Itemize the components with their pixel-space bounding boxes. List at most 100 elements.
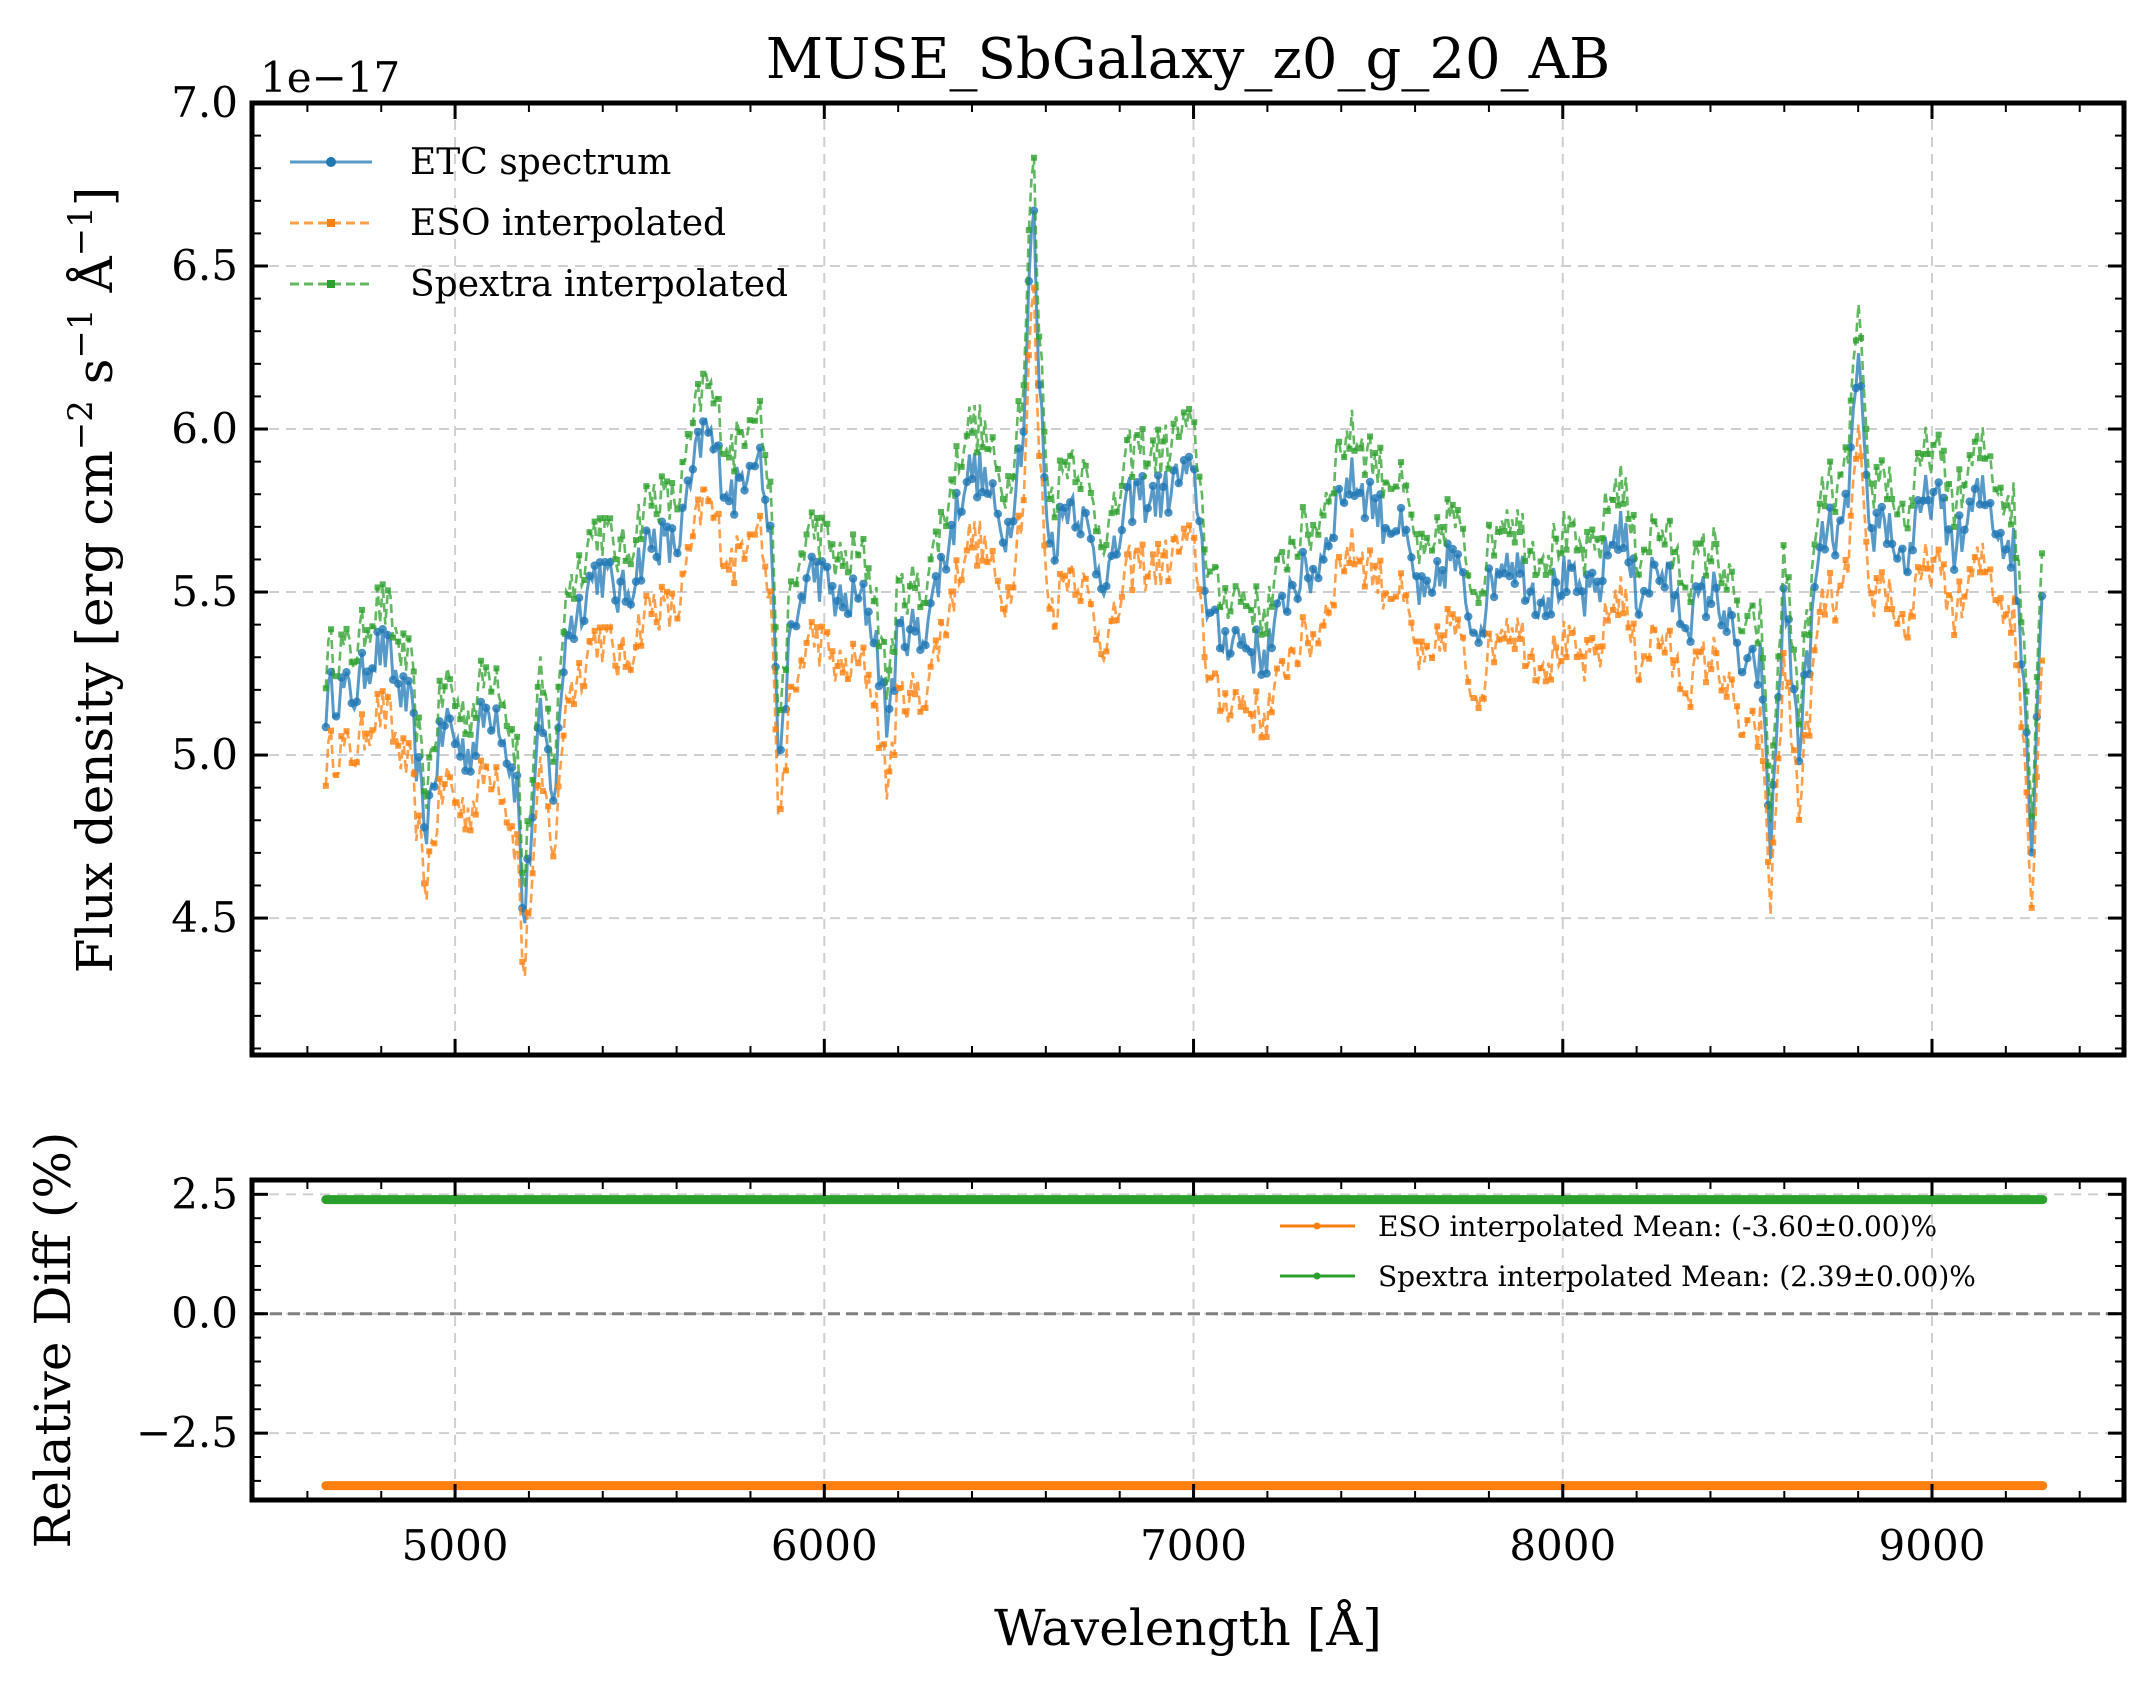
- flux-point: [591, 627, 598, 634]
- flux-point: [538, 728, 548, 738]
- flux-point: [636, 576, 646, 585]
- flux-point: [1315, 531, 1322, 538]
- flux-point: [1015, 512, 1022, 519]
- flux-point: [1666, 517, 1673, 524]
- flux-point: [695, 381, 702, 388]
- flux-point: [1589, 526, 1596, 533]
- flux-point: [669, 480, 676, 487]
- flux-point: [1930, 441, 1937, 448]
- flux-point: [591, 518, 598, 525]
- flux-point: [2039, 550, 2046, 557]
- flux-point: [1298, 547, 1308, 557]
- flux-point: [700, 486, 707, 493]
- flux-point: [2039, 657, 2046, 664]
- flux-point: [684, 544, 691, 551]
- flux-point: [343, 728, 350, 735]
- flux-point: [1651, 626, 1658, 633]
- flux-point: [1670, 591, 1680, 600]
- flux-point: [1485, 630, 1492, 637]
- flux-point: [364, 730, 371, 737]
- flux-point: [1588, 568, 1597, 578]
- flux-point: [1744, 717, 1751, 724]
- flux-point: [1324, 541, 1333, 551]
- flux-point: [1000, 495, 1007, 502]
- flux-point: [838, 603, 847, 612]
- flux-point: [1935, 546, 1942, 553]
- flux-point: [1303, 573, 1313, 583]
- flux-point: [2028, 904, 2035, 911]
- flux-point: [834, 663, 841, 670]
- flux-point: [1155, 426, 1162, 433]
- flux-point: [643, 483, 650, 490]
- flux-point: [829, 541, 836, 548]
- flux-point: [1992, 596, 1999, 603]
- flux-point: [695, 496, 702, 503]
- flux-point: [1398, 570, 1405, 577]
- flux-point: [1935, 431, 1942, 438]
- flux-point: [452, 799, 459, 806]
- flux-point: [1429, 547, 1436, 554]
- flux-ytick-label-0: 4.5: [171, 893, 238, 942]
- flux-point: [1784, 615, 1793, 624]
- flux-point: [688, 465, 698, 474]
- flux-point: [333, 673, 340, 680]
- flux-point: [1041, 542, 1048, 549]
- flux-point: [1531, 610, 1540, 620]
- flux-point: [483, 664, 490, 671]
- flux-legend-label-2: Spextra interpolated: [410, 264, 788, 305]
- flux-point: [348, 759, 355, 766]
- flux-point: [1677, 686, 1684, 693]
- flux-point: [1790, 747, 1797, 754]
- ylabel-sup-1: −2: [61, 400, 101, 450]
- flux-point: [1072, 591, 1079, 598]
- flux-point: [419, 823, 429, 832]
- flux-point: [374, 690, 381, 697]
- flux-point: [1713, 540, 1720, 547]
- flux-point: [1118, 593, 1125, 600]
- flux-point: [1811, 541, 1818, 548]
- flux-point: [1584, 636, 1591, 643]
- flux-point: [1098, 651, 1105, 658]
- flux-point: [605, 557, 615, 567]
- flux-point: [724, 496, 734, 506]
- flux-point: [1527, 653, 1534, 660]
- flux-point: [869, 639, 878, 648]
- flux-point: [565, 591, 572, 598]
- flux-point: [1355, 488, 1364, 498]
- flux-point: [545, 705, 552, 712]
- flux-point: [2028, 813, 2035, 820]
- diff-panel-ticks: 5000 6000 7000 8000 9000 −2.5 0.0 2.5: [136, 1169, 2124, 1570]
- flux-point: [1877, 502, 1886, 512]
- flux-point: [529, 776, 536, 783]
- flux-point: [1139, 426, 1146, 433]
- flux-point: [321, 722, 331, 732]
- flux-point: [1153, 471, 1163, 480]
- flux-point: [456, 752, 465, 761]
- flux-point: [357, 648, 367, 658]
- flux-point: [974, 562, 981, 569]
- flux-point: [715, 395, 722, 402]
- flux-point: [994, 577, 1001, 584]
- flux-point: [1687, 599, 1694, 606]
- flux-point: [1308, 564, 1318, 574]
- flux-point: [1925, 565, 1932, 572]
- flux-point: [539, 689, 546, 696]
- flux-point: [1796, 816, 1803, 823]
- flux-point: [839, 562, 846, 569]
- flux-point: [972, 493, 982, 502]
- flux-point: [829, 648, 836, 655]
- flux-point: [1077, 597, 1084, 604]
- flux-point: [1460, 634, 1467, 641]
- flux-point: [1718, 687, 1725, 694]
- flux-point: [906, 583, 913, 590]
- flux-point: [1655, 576, 1664, 586]
- flux-point: [1129, 587, 1136, 594]
- flux-point: [767, 588, 774, 595]
- flux-point: [1470, 589, 1477, 596]
- flux-point: [762, 563, 769, 570]
- flux-point: [1294, 553, 1301, 560]
- flux-point: [1009, 517, 1018, 526]
- flux-point: [2018, 724, 2025, 731]
- flux-point: [457, 812, 464, 819]
- flux-series-markers-1: [322, 284, 2046, 965]
